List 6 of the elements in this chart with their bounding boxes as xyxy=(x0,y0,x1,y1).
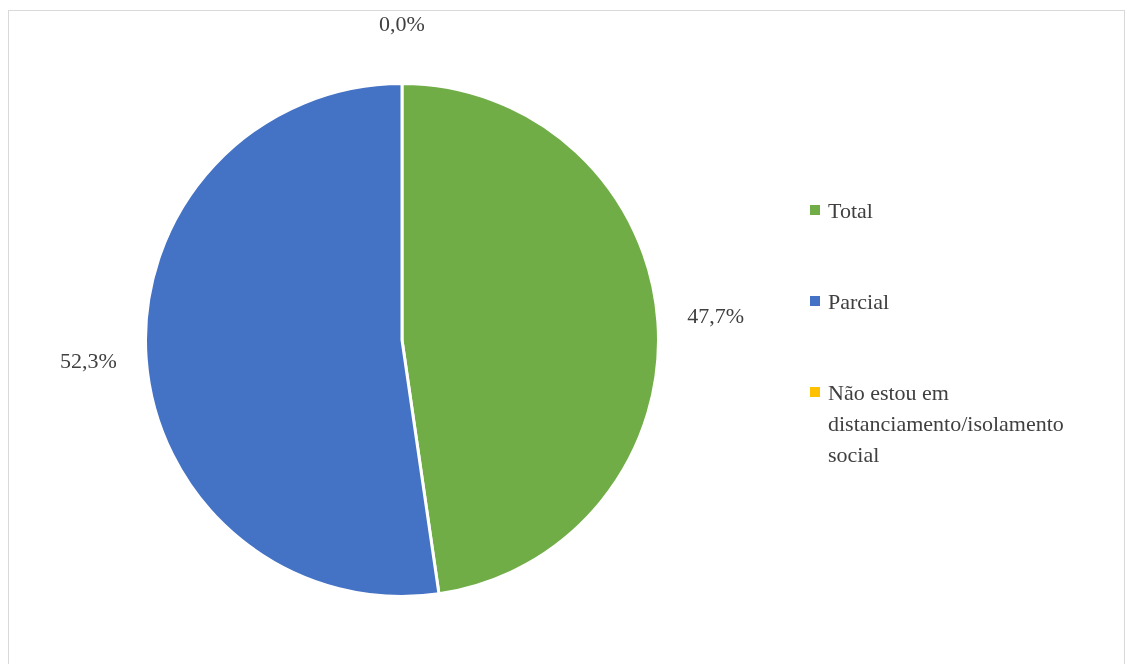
legend-label: Não estou em distanciamento/isolamento social xyxy=(828,379,1065,469)
legend-label: Parcial xyxy=(828,288,890,316)
text: 0,0% xyxy=(379,11,425,37)
legend-label: Total xyxy=(828,197,873,225)
data-label: 47,7% xyxy=(687,303,745,329)
data-label: 52,3% xyxy=(59,348,117,374)
